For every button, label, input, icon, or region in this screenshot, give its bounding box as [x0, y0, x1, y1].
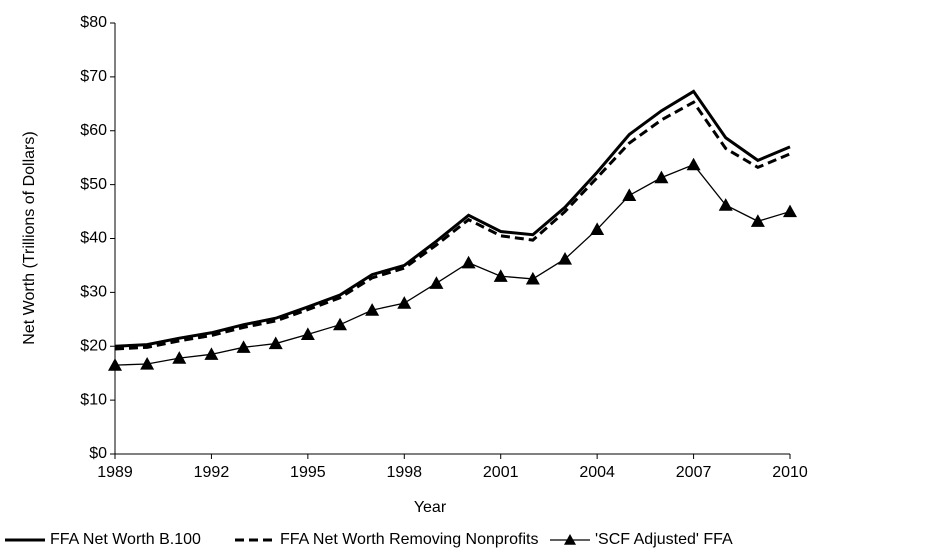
marker	[525, 271, 540, 285]
x-tick-label: 1995	[290, 464, 326, 481]
marker	[300, 327, 315, 340]
y-tick-label: $0	[89, 445, 107, 462]
x-tick-label: 2007	[676, 464, 712, 481]
marker	[397, 296, 412, 309]
series-line	[114, 163, 791, 366]
y-tick-label: $30	[80, 284, 107, 301]
marker	[365, 303, 380, 316]
x-tick-label: 2001	[483, 464, 519, 481]
marker	[718, 198, 733, 211]
legend-label: 'SCF Adjusted' FFA	[595, 531, 733, 548]
y-tick-label: $10	[80, 391, 107, 408]
x-tick-label: 1992	[194, 464, 230, 481]
marker	[140, 357, 155, 370]
marker	[750, 214, 765, 227]
marker	[236, 340, 251, 353]
marker	[204, 347, 219, 360]
marker	[783, 204, 797, 218]
x-tick-label: 1989	[97, 464, 133, 481]
legend-marker	[564, 534, 576, 545]
x-tick-label: 1998	[386, 464, 422, 481]
marker	[172, 351, 187, 364]
series-line	[114, 89, 791, 348]
y-tick-label: $80	[80, 14, 107, 31]
y-tick-label: $60	[80, 122, 107, 139]
legend-label: FFA Net Worth Removing Nonprofits	[280, 531, 538, 548]
marker	[558, 251, 572, 265]
marker	[429, 276, 444, 289]
marker	[493, 269, 508, 282]
x-axis-label: Year	[414, 499, 447, 516]
legend-label: FFA Net Worth B.100	[50, 531, 201, 548]
x-tick-label: 2010	[772, 464, 808, 481]
marker	[461, 255, 476, 269]
marker	[654, 170, 669, 184]
y-tick-label: $70	[80, 68, 107, 85]
marker	[108, 358, 122, 371]
y-tick-label: $20	[80, 337, 107, 354]
marker	[333, 317, 347, 331]
y-tick-label: $40	[80, 230, 107, 247]
marker	[268, 336, 283, 350]
series-line	[114, 100, 791, 351]
marker	[590, 222, 605, 235]
y-tick-label: $50	[80, 176, 107, 193]
marker	[686, 157, 701, 171]
x-tick-label: 2004	[579, 464, 615, 481]
marker	[622, 188, 637, 201]
y-axis-label: Net Worth (Trillions of Dollars)	[21, 131, 38, 344]
